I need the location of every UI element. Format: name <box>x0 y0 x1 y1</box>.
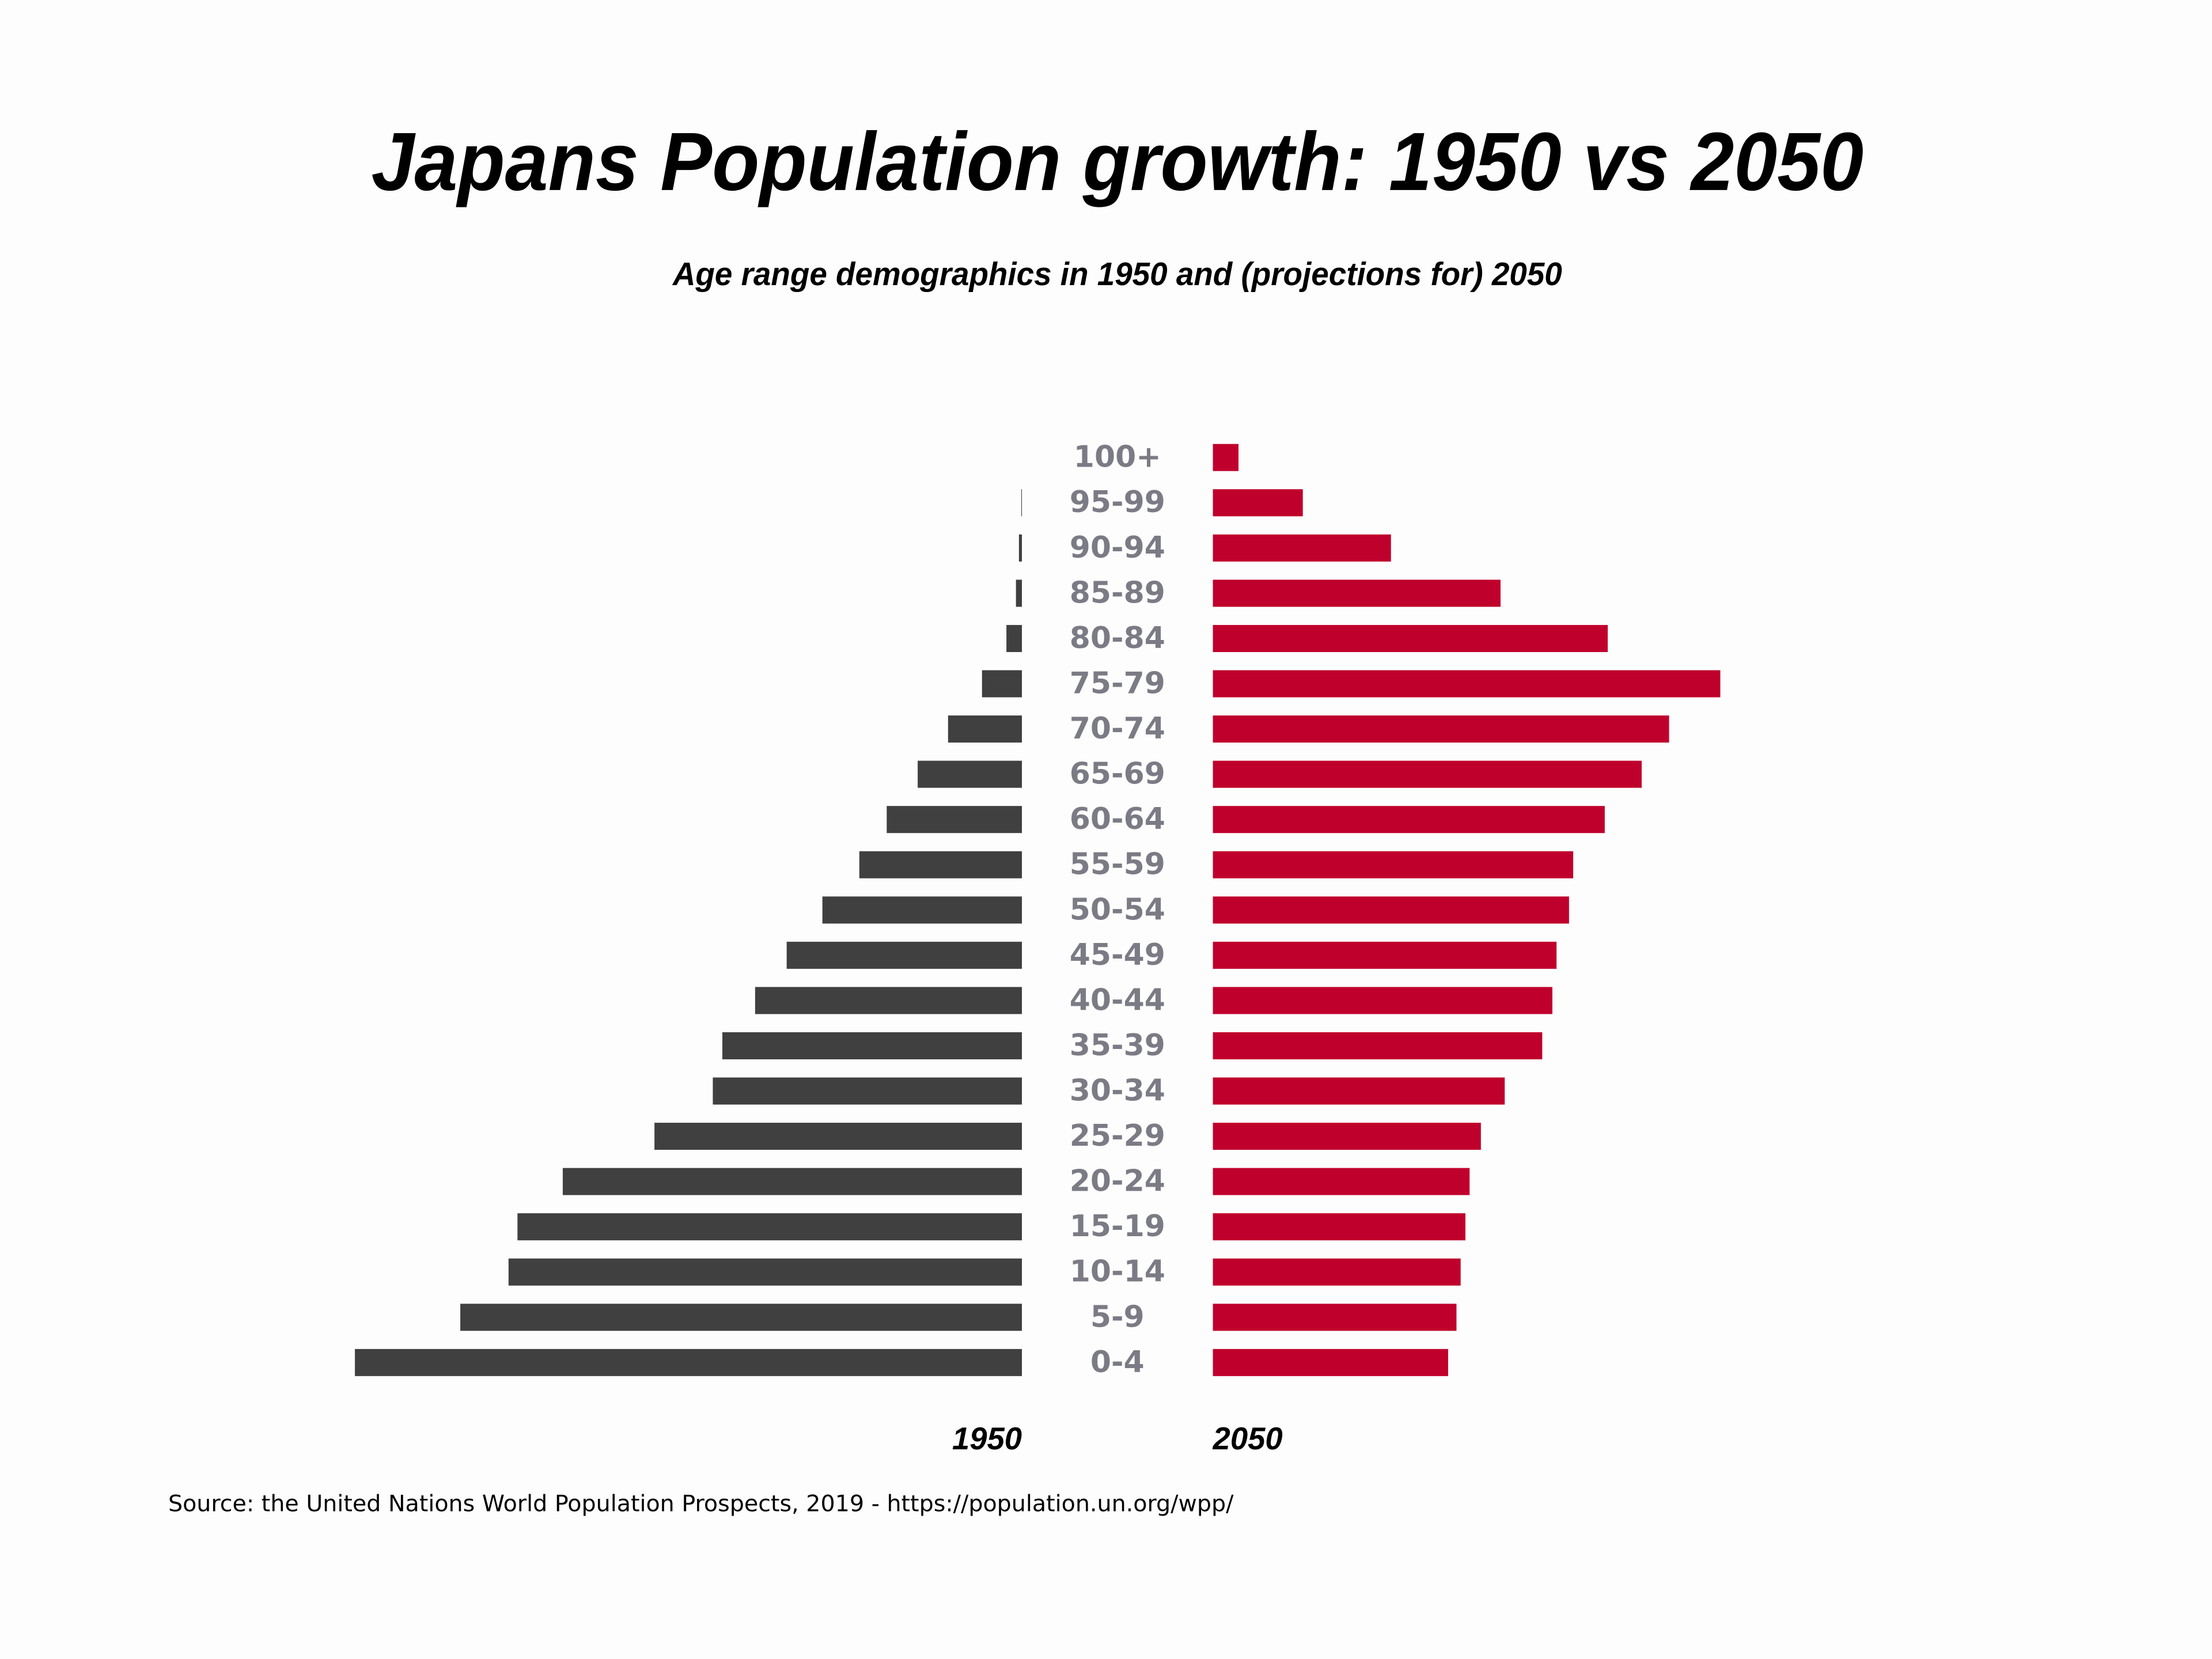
bar <box>822 896 1022 924</box>
bar <box>755 987 1022 1014</box>
bar <box>1006 624 1022 652</box>
bar <box>1213 624 1608 652</box>
source-note: Source: the United Nations World Populat… <box>168 1490 1234 1517</box>
bar <box>1213 941 1557 969</box>
bar <box>1213 444 1239 471</box>
bar <box>1213 715 1669 743</box>
bar <box>1213 1077 1505 1105</box>
bar <box>713 1077 1022 1105</box>
category-label: 70-74 <box>1070 711 1165 746</box>
bar <box>508 1258 1022 1286</box>
bar <box>1021 489 1022 517</box>
category-label: 75-79 <box>1070 666 1165 700</box>
bar <box>1213 1168 1470 1195</box>
category-label: 15-19 <box>1070 1209 1165 1244</box>
category-label: 25-29 <box>1070 1119 1165 1153</box>
bar <box>1213 579 1501 607</box>
bar <box>722 1032 1022 1059</box>
bar <box>948 715 1022 743</box>
bar <box>1213 1349 1448 1376</box>
bar <box>859 851 1022 878</box>
category-label: 30-34 <box>1070 1073 1165 1108</box>
bar <box>1213 987 1552 1014</box>
category-label: 90-94 <box>1070 531 1165 565</box>
category-label: 40-44 <box>1070 983 1165 1017</box>
bar <box>562 1168 1022 1195</box>
category-label: 60-64 <box>1070 802 1165 836</box>
bar <box>786 941 1022 969</box>
category-label: 5-9 <box>1090 1300 1145 1334</box>
bar <box>1213 806 1605 834</box>
bar <box>918 760 1022 788</box>
bar <box>517 1213 1022 1241</box>
bar <box>1213 896 1569 924</box>
bar <box>1213 851 1574 878</box>
category-label: 35-39 <box>1070 1028 1165 1063</box>
category-label: 45-49 <box>1070 938 1165 972</box>
category-label: 50-54 <box>1070 892 1165 927</box>
category-label: 0-4 <box>1090 1345 1145 1380</box>
bar <box>1213 760 1642 788</box>
series-label: 1950 <box>952 1421 1022 1456</box>
bar <box>1213 1213 1465 1241</box>
bar <box>654 1123 1022 1150</box>
bar <box>1213 489 1303 517</box>
bar <box>1016 579 1022 607</box>
bar <box>355 1349 1022 1376</box>
bar <box>460 1304 1022 1331</box>
category-label: 65-69 <box>1070 757 1165 791</box>
chart-subtitle: Age range demographics in 1950 and (proj… <box>672 256 1562 293</box>
category-label: 85-89 <box>1070 575 1165 610</box>
bar <box>1213 534 1391 562</box>
bar <box>1213 670 1721 698</box>
bar <box>1213 1032 1543 1059</box>
category-label: 10-14 <box>1070 1255 1165 1289</box>
bar <box>887 806 1022 834</box>
bar <box>982 670 1022 698</box>
bar <box>1018 534 1022 562</box>
category-label: 20-24 <box>1070 1164 1165 1199</box>
category-label: 95-99 <box>1070 485 1165 520</box>
bar <box>1213 1123 1481 1150</box>
bar <box>1213 1258 1461 1286</box>
bar <box>1213 1304 1457 1331</box>
series-label: 2050 <box>1213 1421 1283 1456</box>
category-label: 55-59 <box>1070 847 1165 882</box>
chart-title: Japans Population growth: 1950 vs 2050 <box>372 116 1864 208</box>
category-label: 80-84 <box>1070 621 1165 656</box>
category-label: 100+ <box>1074 440 1161 475</box>
